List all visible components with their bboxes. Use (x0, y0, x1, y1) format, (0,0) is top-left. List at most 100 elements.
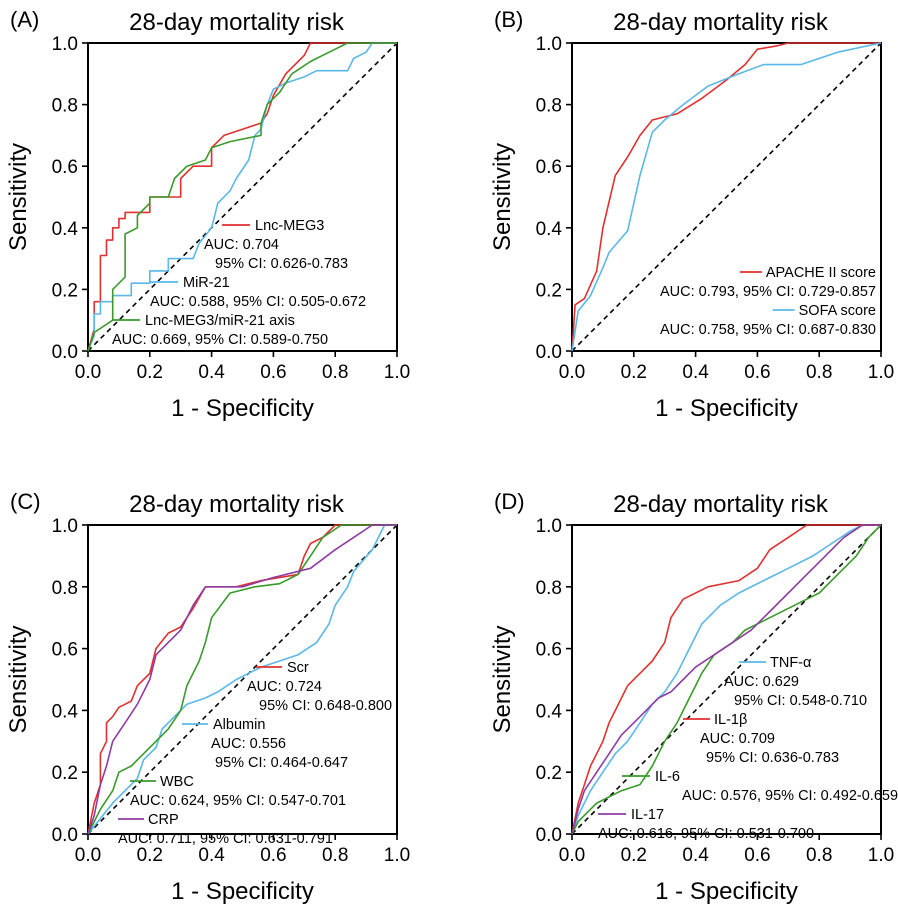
x-tick-label: 0.8 (322, 845, 348, 866)
chart-title: 28-day mortality risk (613, 491, 829, 518)
y-tick-label: 0.0 (52, 825, 78, 846)
y-tick-label: 0.6 (536, 640, 562, 661)
y-tick-label: 1.0 (536, 34, 562, 55)
legend-stat: AUC: 0.724 (247, 679, 322, 695)
x-tick-label: 0.8 (806, 845, 832, 866)
y-tick-label: 0.0 (536, 342, 562, 363)
y-axis-title: Sensitivity (5, 143, 32, 251)
legend-stat: AUC: 0.669, 95% CI: 0.589-0.750 (112, 332, 328, 348)
legend-stat: 95% CI: 0.648-0.800 (259, 698, 392, 714)
y-tick-label: 0.2 (52, 763, 78, 784)
x-tick-label: 0.6 (744, 362, 770, 383)
roc-curve-scr (87, 524, 397, 835)
legend-name: Lnc-MEG3/miR-21 axis (145, 313, 295, 329)
panel-1: (B) 28-day mortality risk 0.0 0.2 0.4 0.6 0.8 1… (489, 7, 894, 422)
x-tick-label: 0.8 (806, 362, 832, 383)
y-axis-title: Sensitivity (489, 625, 516, 733)
y-tick-label: 0.8 (536, 578, 562, 599)
x-tick-label: 0.4 (198, 362, 225, 383)
legend-name: Albumin (213, 717, 265, 733)
legend-name: APACHE II score (766, 265, 876, 281)
y-tick-label: 0.6 (536, 157, 562, 178)
roc-curve-il-1- (571, 524, 881, 835)
legend-stat: AUC: 0.556 (211, 736, 286, 752)
legend-stat: 95% CI: 0.548-0.710 (734, 693, 867, 709)
x-tick-label: 0.8 (322, 362, 348, 383)
legend: Lnc-MEG3 AUC: 0.704 95% CI: 0.626-0.783 MiR… (112, 218, 366, 348)
reference-diagonal (571, 42, 882, 352)
legend-stat: AUC: 0.629 (724, 674, 799, 690)
legend: APACHE II score AUC: 0.793, 95% CI: 0.729… (660, 265, 876, 338)
panel-label: (C) (10, 489, 41, 514)
y-tick-label: 0.4 (52, 701, 79, 722)
legend-stat: AUC: 0.793, 95% CI: 0.729-0.857 (660, 284, 876, 300)
panel-label: (A) (10, 7, 39, 32)
legend-name: IL-1β (714, 712, 747, 728)
legend-stat: 95% CI: 0.636-0.783 (706, 750, 839, 766)
x-tick-label: 0.2 (137, 362, 163, 383)
y-tick-label: 0.6 (52, 640, 78, 661)
x-axis-title: 1 - Specificity (171, 395, 314, 422)
x-tick-label: 0.0 (559, 845, 585, 866)
plot-frame (87, 42, 398, 352)
x-tick-label: 0.4 (682, 362, 709, 383)
y-tick-label: 0.4 (536, 701, 563, 722)
x-tick-label: 0.6 (744, 845, 770, 866)
x-tick-label: 0.0 (75, 845, 101, 866)
roc-curve-wbc (87, 524, 397, 835)
legend-stat: AUC: 0.704 (204, 237, 279, 253)
panel-0: (A) 28-day mortality risk 0.0 0.2 0.4 0.6 0.8 1… (5, 7, 410, 422)
x-tick-label: 1.0 (868, 845, 894, 866)
x-axis-title: 1 - Specificity (655, 878, 798, 905)
y-tick-label: 0.0 (52, 342, 78, 363)
chart-title: 28-day mortality risk (613, 9, 829, 36)
legend-stat: 95% CI: 0.626-0.783 (215, 256, 348, 272)
y-tick-label: 0.4 (52, 219, 79, 240)
legend-name: IL-6 (655, 769, 680, 785)
x-axis-title: 1 - Specificity (171, 878, 314, 905)
reference-diagonal (87, 42, 398, 352)
y-tick-label: 0.4 (536, 219, 563, 240)
y-tick-label: 0.2 (536, 280, 562, 301)
plot-frame (571, 42, 882, 352)
y-tick-label: 0.2 (536, 763, 562, 784)
legend-name: MiR-21 (183, 275, 230, 291)
legend-stat: AUC: 0.758, 95% CI: 0.687-0.830 (660, 322, 876, 338)
legend-name: TNF-α (770, 655, 811, 671)
legend-stat: 95% CI: 0.464-0.647 (215, 755, 348, 771)
legend-stat: AUC: 0.709 (700, 731, 775, 747)
legend-stat: AUC: 0.616, 95% CI: 0.531-0.700 (598, 826, 814, 842)
y-tick-label: 0.2 (52, 280, 78, 301)
legend-name: WBC (160, 774, 194, 790)
roc-curve-lnc-meg3-mir-21-axis (87, 42, 397, 352)
x-tick-label: 0.0 (75, 362, 101, 383)
roc-curve-sofa-score (571, 42, 882, 352)
x-tick-label: 1.0 (384, 362, 410, 383)
legend: TNF-α AUC: 0.629 95% CI: 0.548-0.710 IL-1β A… (598, 655, 898, 842)
legend-name: SOFA score (799, 303, 876, 319)
y-axis-title: Sensitivity (5, 625, 32, 733)
reference-diagonal (87, 524, 398, 835)
x-tick-label: 0.2 (621, 845, 647, 866)
roc-curve-tnf- (571, 524, 881, 835)
legend-stat: AUC: 0.588, 95% CI: 0.505-0.672 (150, 294, 366, 310)
panel-2: (C) 28-day mortality risk 0.0 0.2 0.4 0.6 0.8 1… (5, 489, 410, 905)
legend-name: CRP (148, 812, 179, 828)
y-tick-label: 1.0 (536, 516, 562, 537)
y-tick-label: 0.8 (52, 578, 78, 599)
legend-stat: AUC: 0.711, 95% CI: 0.631-0.791 (118, 831, 333, 847)
panel-label: (B) (494, 7, 523, 32)
y-tick-label: 1.0 (52, 516, 78, 537)
legend-name: Lnc-MEG3 (255, 218, 324, 234)
x-axis-title: 1 - Specificity (655, 395, 798, 422)
panel-label: (D) (494, 489, 525, 514)
plot-frame (571, 524, 882, 835)
plot-frame (87, 524, 398, 835)
y-axis-title: Sensitivity (489, 143, 516, 251)
x-tick-label: 1.0 (868, 362, 894, 383)
legend-stat: AUC: 0.624, 95% CI: 0.547-0.701 (130, 793, 346, 809)
x-tick-label: 0.2 (621, 362, 647, 383)
x-tick-label: 0.6 (260, 362, 286, 383)
panel-3: (D) 28-day mortality risk 0.0 0.2 0.4 0.6 0.8 1… (489, 489, 898, 905)
